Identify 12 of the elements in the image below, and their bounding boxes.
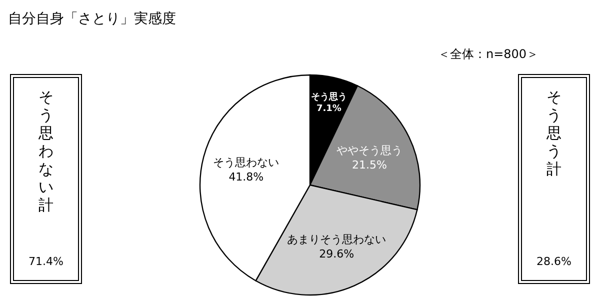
slice-label: そう思う — [310, 92, 347, 103]
summary-box: そう思う計 28.6% — [518, 74, 590, 284]
slice-label: そう思わない — [213, 156, 280, 169]
data-label: 7.1% — [316, 104, 342, 114]
slice-label: ややそう思う — [336, 144, 402, 158]
slice-label: あまりそう思わない — [287, 233, 386, 246]
data-label: 41.8% — [228, 170, 264, 184]
data-label: 21.5% — [352, 158, 387, 172]
data-label: 29.6% — [319, 248, 354, 261]
text: ＜全体：n=800＞ — [438, 46, 539, 63]
chart-title: 自分自身「さとり」実感度 — [8, 10, 176, 28]
summary-box: そう思わない計 71.4% — [10, 74, 82, 284]
